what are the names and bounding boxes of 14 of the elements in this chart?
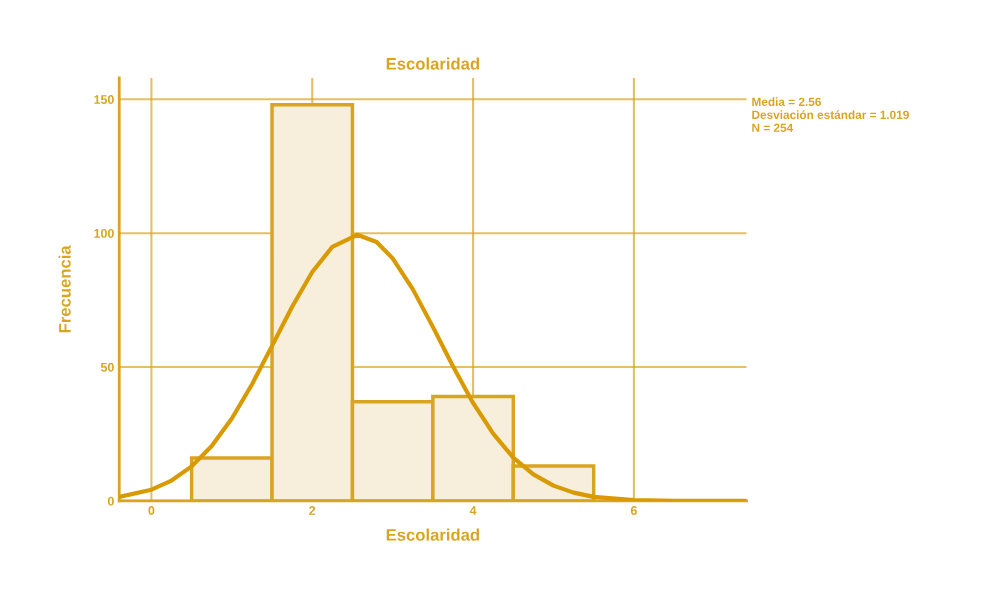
y-tick-label: 100 [94, 228, 114, 238]
x-tick-label: 2 [309, 506, 316, 515]
x-tick-label: 6 [630, 506, 637, 515]
y-tick-label: 0 [107, 496, 114, 506]
text: Desviación estándar = 1.019 [752, 110, 909, 119]
y-tick-label: 50 [100, 362, 114, 372]
x-axis-title: Escolaridad [386, 528, 480, 541]
y-axis-title: Frecuencia [58, 245, 71, 333]
x-tick-label: 4 [469, 506, 477, 515]
chart-title: Escolaridad [386, 57, 480, 70]
x-tick-label: 0 [148, 506, 155, 515]
y-tick-label: 150 [94, 95, 114, 104]
text: Media = 2.56 [752, 97, 821, 107]
text: N = 254 [752, 123, 794, 132]
